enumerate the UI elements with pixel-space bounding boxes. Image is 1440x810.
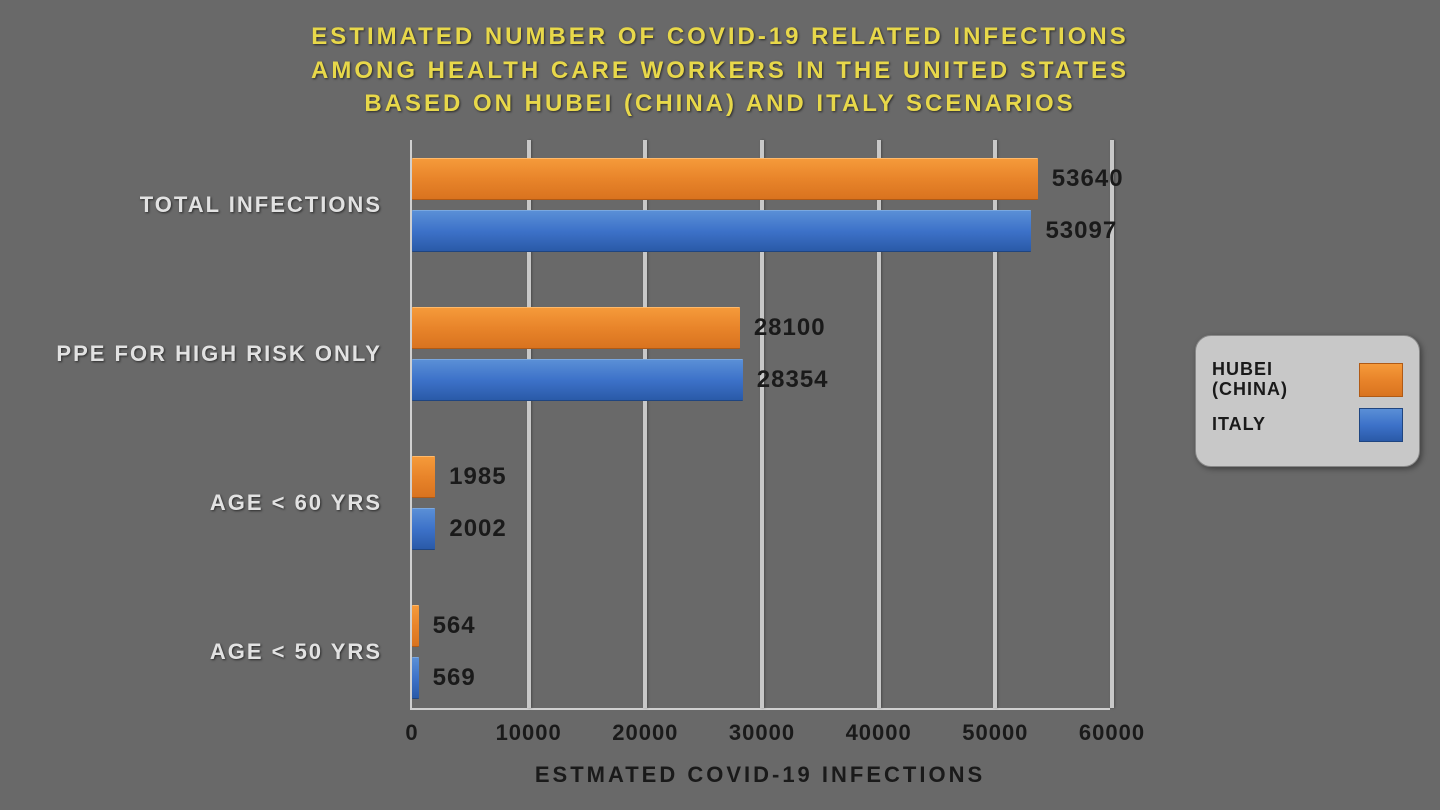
bar-italy: 28354 bbox=[412, 359, 743, 401]
legend-label-hubei: HUBEI (CHINA) bbox=[1212, 360, 1288, 400]
bar-hubei: 53640 bbox=[412, 158, 1038, 200]
bar-hubei: 564 bbox=[412, 605, 419, 647]
legend: HUBEI (CHINA) ITALY bbox=[1195, 335, 1420, 467]
legend-swatch-hubei bbox=[1359, 363, 1403, 397]
legend-item-hubei: HUBEI (CHINA) bbox=[1212, 360, 1403, 400]
x-tick-label: 0 bbox=[405, 720, 418, 746]
chart-title: ESTIMATED NUMBER OF COVID-19 RELATED INF… bbox=[0, 20, 1440, 121]
bar-italy: 2002 bbox=[412, 508, 435, 550]
bar-value-label: 1985 bbox=[449, 463, 506, 491]
bar-hubei: 28100 bbox=[412, 307, 740, 349]
bar-value-label: 28354 bbox=[757, 366, 829, 394]
x-tick-label: 10000 bbox=[496, 720, 562, 746]
title-line-2: AMONG HEALTH CARE WORKERS IN THE UNITED … bbox=[311, 57, 1129, 84]
bar-value-label: 53097 bbox=[1045, 217, 1117, 245]
bar-value-label: 2002 bbox=[449, 515, 506, 543]
bar-value-label: 569 bbox=[433, 664, 476, 692]
title-line-3: BASED ON HUBEI (CHINA) AND ITALY SCENARI… bbox=[364, 90, 1075, 117]
category-label: AGE < 60 YRS bbox=[210, 490, 382, 516]
legend-swatch-italy bbox=[1359, 408, 1403, 442]
bar-italy: 569 bbox=[412, 657, 419, 699]
title-line-1: ESTIMATED NUMBER OF COVID-19 RELATED INF… bbox=[311, 23, 1128, 50]
category-label: AGE < 50 YRS bbox=[210, 639, 382, 665]
x-axis-title: ESTMATED COVID-19 INFECTIONS bbox=[410, 762, 1110, 788]
category-label: PPE FOR HIGH RISK ONLY bbox=[56, 341, 382, 367]
legend-item-italy: ITALY bbox=[1212, 408, 1403, 442]
x-tick-label: 30000 bbox=[729, 720, 795, 746]
x-tick-label: 60000 bbox=[1079, 720, 1145, 746]
plot-area: 0100002000030000400005000060000TOTAL INF… bbox=[410, 140, 1110, 710]
bar-italy: 53097 bbox=[412, 210, 1031, 252]
legend-label-italy: ITALY bbox=[1212, 415, 1266, 435]
x-tick-label: 20000 bbox=[612, 720, 678, 746]
bar-hubei: 1985 bbox=[412, 456, 435, 498]
x-tick-label: 40000 bbox=[846, 720, 912, 746]
bar-value-label: 564 bbox=[433, 612, 476, 640]
x-tick-label: 50000 bbox=[962, 720, 1028, 746]
bar-value-label: 53640 bbox=[1052, 165, 1124, 193]
chart-container: ESTIMATED NUMBER OF COVID-19 RELATED INF… bbox=[0, 0, 1440, 810]
category-label: TOTAL INFECTIONS bbox=[140, 192, 382, 218]
bar-value-label: 28100 bbox=[754, 314, 826, 342]
